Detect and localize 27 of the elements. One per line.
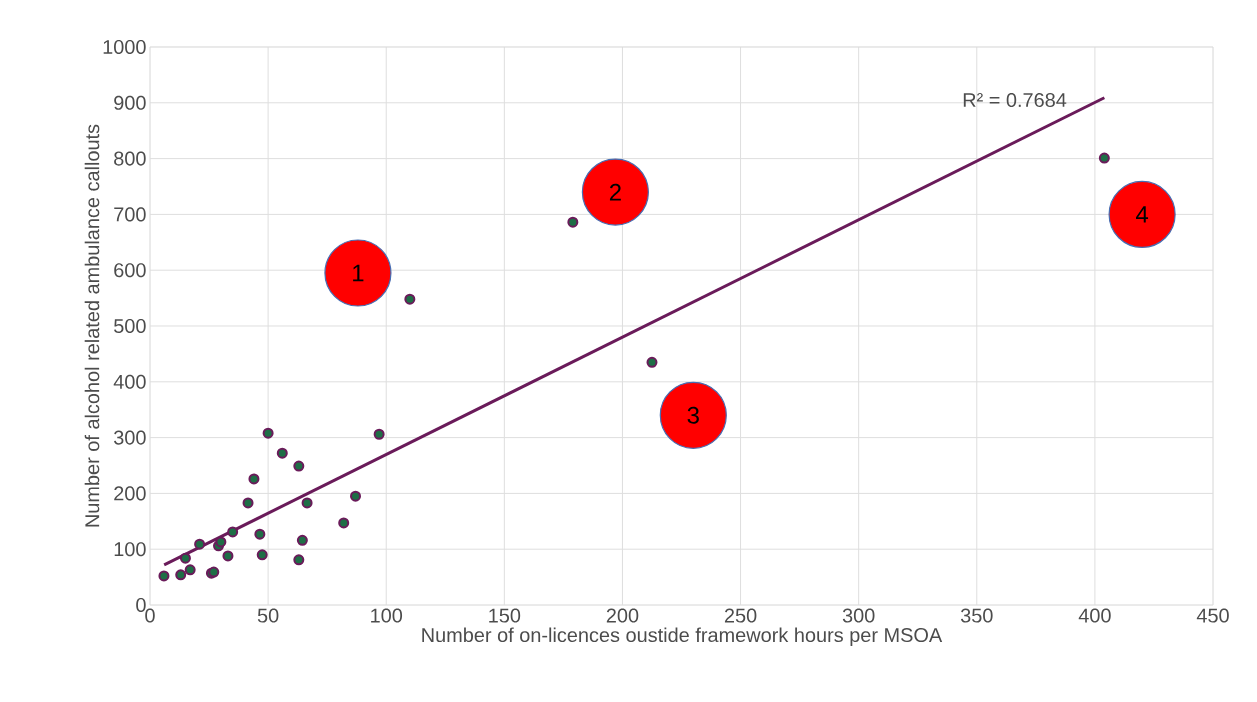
y-tick-label: 500 [114,318,146,334]
y-tick-label: 0 [136,597,146,613]
annotation: 2 [609,183,621,201]
x-tick-label: 100 [371,608,403,623]
y-tick-label: 800 [114,151,146,166]
y-tick-label: 1000 [103,39,146,55]
annotation: 1 [353,264,364,282]
y-tick-label: 900 [114,95,146,110]
y-tick-label: 700 [114,207,146,222]
y-tick-label: 200 [114,486,146,501]
y-tick-label: 100 [114,542,146,557]
x-tick-label: 450 [1196,608,1229,623]
y-tick-label: 600 [114,263,146,278]
y-tick-label: 300 [114,430,146,445]
x-tick-label: 50 [257,608,279,623]
annotation: 4 [1136,206,1149,223]
x-tick-label: 400 [1078,608,1111,623]
x-tick-label: 200 [606,608,639,623]
x-tick-label: 350 [960,608,993,623]
x-axis-title: Number of on-licences oustide framework hours per MSOA [422,627,943,647]
x-tick-label: 250 [724,608,757,623]
x-tick-label: 300 [842,608,875,623]
x-tick-label: 150 [489,608,521,623]
annotation: R² = 0.7684 [963,92,1067,108]
y-tick-label: 400 [113,374,146,389]
y-axis-title: Number of alcohol related ambulance callouts [84,124,100,527]
annotation: 3 [687,406,699,424]
